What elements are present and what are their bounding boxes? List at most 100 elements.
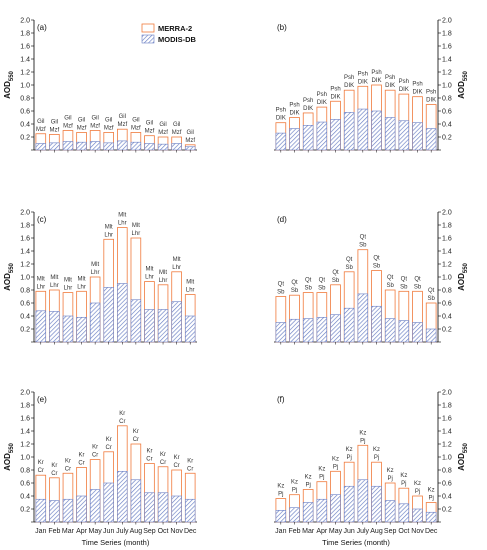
- bar-label: Gil: [119, 114, 126, 120]
- y-tick-label: 1.4: [442, 249, 452, 256]
- bar-label: Mzf: [117, 122, 127, 128]
- x-tick-label: Apr: [316, 528, 328, 535]
- modis-bar: [76, 141, 87, 151]
- y-tick-label: 1.8: [20, 223, 30, 230]
- x-tick-label: Oct: [158, 528, 169, 535]
- y-tick-label: 1.4: [442, 57, 452, 64]
- modis-bar: [130, 299, 142, 343]
- bar-label: Cr: [51, 471, 57, 477]
- bar-label: Lhr: [172, 265, 181, 271]
- x-tick-label: Jun: [103, 528, 114, 535]
- modis-bar: [398, 503, 410, 523]
- bar-label: Mlt: [159, 270, 167, 276]
- modis-bar: [330, 314, 341, 343]
- bar-label: Sb: [291, 288, 299, 294]
- y-axis-label: AOD550: [457, 442, 469, 470]
- bar-label: Qt: [414, 276, 421, 282]
- bar-label: Kz: [359, 430, 366, 436]
- x-tick-label: Mar: [302, 528, 315, 535]
- bar-label: Mzf: [90, 124, 100, 130]
- modis-bar: [371, 110, 382, 151]
- modis-bar: [144, 492, 155, 523]
- bar-label: Mzf: [131, 125, 141, 131]
- y-tick-label: 1.6: [20, 236, 30, 243]
- chart-panel: 0.2 0.4 0.6 0.8 1.0 1.2 1.4 1.6 1.8 2.0 AOD550 (e) C…: [3, 390, 197, 547]
- bar-label: DIK: [276, 116, 286, 122]
- bar-label: Kz: [291, 480, 298, 486]
- bar-label: Sb: [414, 284, 422, 290]
- modis-bar: [302, 318, 314, 343]
- modis-bar: [357, 293, 369, 343]
- modis-bar: [357, 108, 369, 151]
- bar-label: Lhr: [118, 221, 127, 227]
- bar-label: Qt: [428, 288, 435, 294]
- bar-label: Pj: [374, 455, 379, 461]
- y-tick-label: 1.0: [442, 83, 452, 90]
- y-tick-label: 0.8: [20, 468, 30, 475]
- y-tick-label: 0.4: [20, 122, 30, 129]
- bar-label: Sb: [373, 264, 381, 270]
- modis-bar: [275, 322, 287, 343]
- modis-bar: [62, 498, 74, 523]
- modis-bar: [302, 502, 314, 523]
- modis-bar: [384, 500, 396, 523]
- bar-label: Kr: [187, 458, 193, 464]
- x-tick-label: July: [116, 528, 129, 535]
- y-tick-label: 0.2: [20, 507, 30, 514]
- bar-label: Psh: [289, 103, 299, 109]
- y-tick-label: 1.6: [442, 44, 452, 51]
- bar-label: Sb: [386, 283, 394, 289]
- bar-label: Kr: [51, 463, 57, 469]
- bar-label: Kz: [277, 484, 284, 490]
- x-tick-label: Mar: [62, 528, 75, 535]
- y-tick-label: 0.6: [442, 301, 452, 308]
- bar-label: Pj: [305, 483, 310, 489]
- x-tick-label: May: [89, 528, 103, 535]
- bar-label: Mzf: [185, 138, 195, 144]
- y-tick-label: 0.6: [20, 481, 30, 488]
- y-tick-label: 1.2: [20, 442, 30, 449]
- bar-label: Cr: [146, 457, 152, 463]
- y-tick-label: 0.6: [442, 109, 452, 116]
- modis-bar: [316, 498, 328, 523]
- modis-bar: [89, 489, 101, 523]
- bar-label: Pj: [346, 455, 351, 461]
- x-tick-label: Aug: [370, 528, 383, 535]
- chart-panel: 0.2 0.4 0.6 0.8 1.0 1.2 1.4 1.6 1.8 2.0 AOD550 (b) D…: [274, 18, 469, 153]
- y-tick-label: 1.0: [442, 275, 452, 282]
- modis-bar: [157, 492, 169, 523]
- modis-bar: [130, 479, 142, 523]
- x-tick-label: Nov: [170, 528, 183, 535]
- bar-label: Qt: [401, 276, 408, 282]
- modis-bar: [275, 509, 287, 523]
- bar-label: DIK: [303, 106, 313, 112]
- bar-label: Sb: [345, 265, 353, 271]
- bar-label: Pj: [292, 488, 297, 494]
- bar-label: Pj: [333, 464, 338, 470]
- x-tick-label: Jan: [275, 528, 286, 535]
- bar-label: Gil: [51, 119, 58, 125]
- y-tick-label: 0.4: [20, 314, 30, 321]
- y-tick-label: 0.8: [442, 96, 452, 103]
- y-tick-label: 0.4: [442, 494, 452, 501]
- modis-bar: [425, 128, 437, 151]
- modis-bar: [185, 498, 196, 523]
- bar-label: Lhr: [145, 275, 154, 281]
- x-axis-label: Time Series (month): [322, 538, 390, 547]
- modis-bar: [130, 141, 142, 151]
- modis-bar: [384, 318, 396, 343]
- y-axis-label: AOD550: [457, 70, 469, 98]
- bar-label: Psh: [385, 75, 395, 81]
- bar-label: Mlt: [78, 276, 86, 282]
- bar-label: Mlt: [105, 224, 113, 230]
- bar-label: Lhr: [159, 278, 168, 284]
- modis-bar: [343, 307, 355, 343]
- bar-label: Sb: [427, 296, 435, 302]
- bar-label: Kr: [79, 452, 85, 458]
- y-tick-label: 1.8: [20, 31, 30, 38]
- bar-label: Qt: [360, 235, 367, 241]
- bar-label: DIK: [330, 94, 340, 100]
- bar-label: Mlt: [118, 213, 126, 219]
- modis-bar: [412, 322, 423, 343]
- bar-label: DIK: [344, 83, 354, 89]
